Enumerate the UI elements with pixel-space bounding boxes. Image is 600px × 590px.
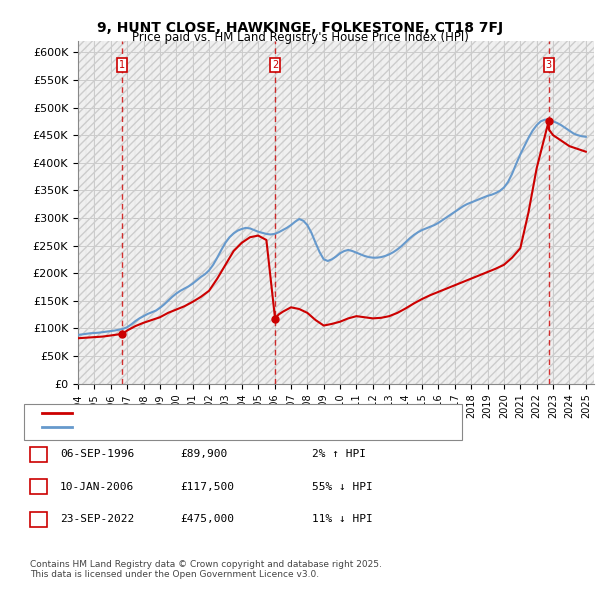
Text: 23-SEP-2022: 23-SEP-2022 xyxy=(60,514,134,524)
Text: 1: 1 xyxy=(119,60,125,70)
Text: 2: 2 xyxy=(272,60,278,70)
Text: Price paid vs. HM Land Registry's House Price Index (HPI): Price paid vs. HM Land Registry's House … xyxy=(131,31,469,44)
Text: £475,000: £475,000 xyxy=(180,514,234,524)
Text: HPI: Average price, detached house, Folkestone and Hythe: HPI: Average price, detached house, Folk… xyxy=(78,423,384,432)
Text: 1: 1 xyxy=(34,448,43,461)
Text: 10-JAN-2006: 10-JAN-2006 xyxy=(60,482,134,491)
Text: 11% ↓ HPI: 11% ↓ HPI xyxy=(312,514,373,524)
Text: 55% ↓ HPI: 55% ↓ HPI xyxy=(312,482,373,491)
Text: 3: 3 xyxy=(545,60,551,70)
Text: 2: 2 xyxy=(34,480,43,493)
Text: 2% ↑ HPI: 2% ↑ HPI xyxy=(312,450,366,459)
Text: Contains HM Land Registry data © Crown copyright and database right 2025.
This d: Contains HM Land Registry data © Crown c… xyxy=(30,560,382,579)
Text: £117,500: £117,500 xyxy=(180,482,234,491)
Text: 9, HUNT CLOSE, HAWKINGE, FOLKESTONE, CT18 7FJ: 9, HUNT CLOSE, HAWKINGE, FOLKESTONE, CT1… xyxy=(97,21,503,35)
Text: 9, HUNT CLOSE, HAWKINGE, FOLKESTONE, CT18 7FJ (detached house): 9, HUNT CLOSE, HAWKINGE, FOLKESTONE, CT1… xyxy=(78,409,443,419)
Text: 3: 3 xyxy=(34,513,43,526)
Text: 06-SEP-1996: 06-SEP-1996 xyxy=(60,450,134,459)
Text: £89,900: £89,900 xyxy=(180,450,227,459)
